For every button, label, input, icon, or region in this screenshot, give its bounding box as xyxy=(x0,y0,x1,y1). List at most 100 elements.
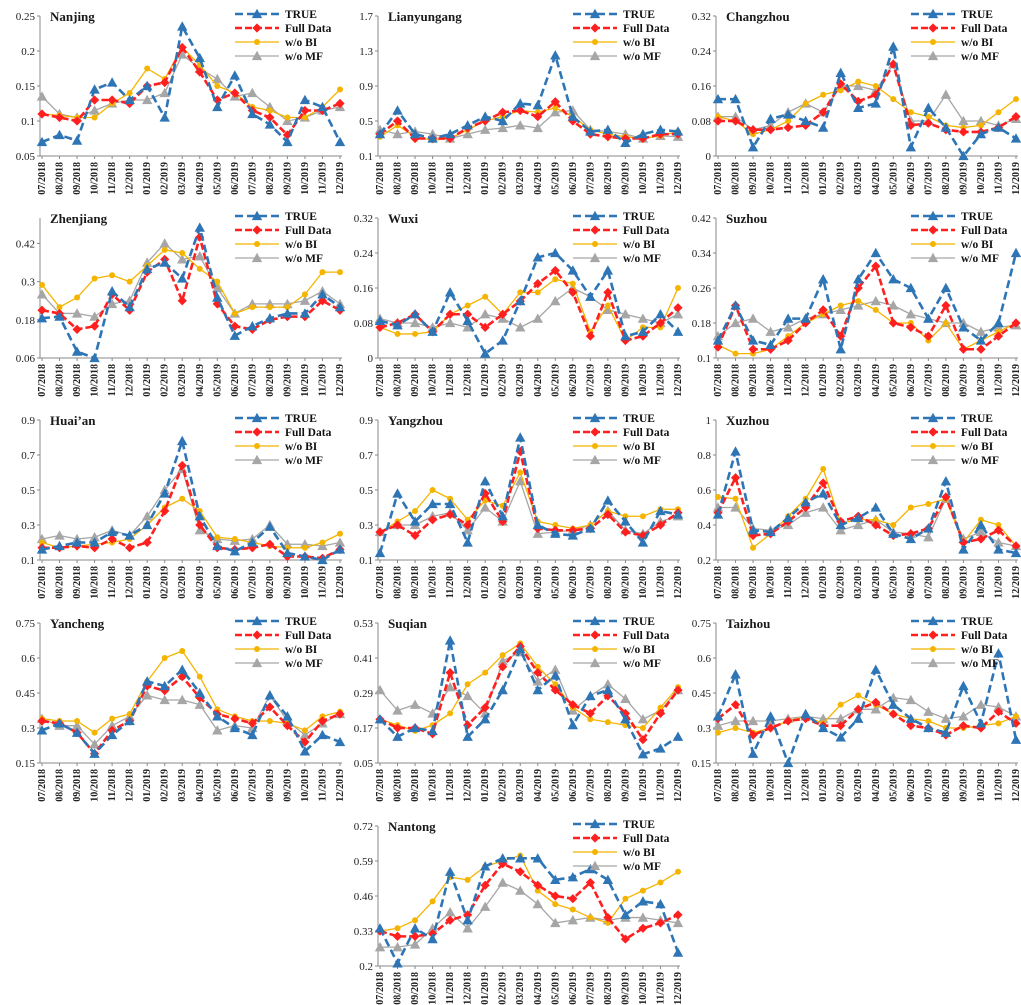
legend-label: w/o BI xyxy=(961,239,994,251)
data-point xyxy=(374,923,386,933)
data-point xyxy=(533,880,543,890)
legend-label: Full Data xyxy=(285,225,332,237)
data-point xyxy=(91,275,98,282)
x-tick-label: 11/2019 xyxy=(993,769,1004,801)
data-point xyxy=(747,313,759,323)
x-tick-label: 11/2018 xyxy=(783,364,794,396)
x-tick-label: 08/2018 xyxy=(55,364,66,397)
data-point xyxy=(835,519,846,530)
x-tick-label: 10/2019 xyxy=(300,162,311,195)
x-tick-label: 11/2019 xyxy=(655,162,666,194)
x-tick-label: 12/2018 xyxy=(463,972,474,1005)
data-point xyxy=(603,287,613,297)
legend-marker xyxy=(252,630,262,640)
x-tick-label: 03/2019 xyxy=(515,769,526,802)
data-point xyxy=(905,309,917,319)
data-point xyxy=(835,304,846,315)
series-line-womf xyxy=(717,300,1017,337)
data-point xyxy=(853,80,864,91)
x-tick-label: 05/2019 xyxy=(212,162,223,195)
y-tick-label: 0.32 xyxy=(692,11,711,23)
data-point xyxy=(603,132,613,142)
data-point xyxy=(71,346,83,356)
data-point xyxy=(194,511,205,521)
data-point xyxy=(462,690,473,701)
data-point xyxy=(820,91,827,98)
data-point xyxy=(177,273,188,283)
data-point xyxy=(177,435,188,446)
x-tick-label: 11/2018 xyxy=(783,162,794,194)
data-point xyxy=(620,309,631,319)
legend-label: Full Data xyxy=(623,427,670,439)
data-point xyxy=(444,866,456,876)
data-point xyxy=(730,669,741,679)
data-point xyxy=(125,543,135,553)
data-point xyxy=(800,708,811,719)
data-point xyxy=(212,711,223,721)
x-tick-label: 10/2019 xyxy=(638,769,649,802)
data-point xyxy=(765,711,776,721)
data-point xyxy=(977,122,984,129)
legend-marker xyxy=(590,427,600,437)
data-point xyxy=(179,648,186,654)
data-point xyxy=(713,116,723,126)
data-point xyxy=(299,746,311,756)
x-tick-label: 10/2019 xyxy=(638,566,649,599)
data-point xyxy=(550,107,561,117)
data-point xyxy=(655,918,666,928)
data-point xyxy=(620,714,631,724)
x-tick-label: 03/2019 xyxy=(853,364,864,397)
data-point xyxy=(958,344,969,354)
x-tick-label: 09/2018 xyxy=(748,769,759,802)
data-point xyxy=(532,252,543,262)
x-tick-label: 06/2019 xyxy=(230,162,241,195)
data-point xyxy=(800,507,811,517)
x-tick-label: 07/2019 xyxy=(585,769,596,802)
data-point xyxy=(958,150,969,161)
x-tick-label: 09/2018 xyxy=(748,566,759,599)
data-point xyxy=(836,721,846,731)
legend-marker xyxy=(592,646,598,652)
data-point xyxy=(247,87,258,98)
y-tick-label: 0.1 xyxy=(21,555,35,567)
x-tick-label: 02/2019 xyxy=(836,162,847,195)
x-tick-label: 10/2019 xyxy=(976,364,987,397)
x-tick-label: 10/2019 xyxy=(638,162,649,195)
data-point xyxy=(730,446,741,456)
data-point xyxy=(515,105,525,116)
data-point xyxy=(282,130,293,140)
data-point xyxy=(855,692,862,699)
x-tick-label: 02/2019 xyxy=(160,162,171,195)
x-tick-label: 08/2018 xyxy=(393,162,404,195)
data-point xyxy=(412,917,419,924)
data-point xyxy=(447,495,454,502)
x-tick-label: 03/2019 xyxy=(177,566,188,599)
panel-huaian: 0.1 0.3 0.5 0.7 0.9 07/2018 08/2018 09/2018 10/2… xyxy=(21,412,346,599)
data-point xyxy=(480,322,490,332)
data-point xyxy=(447,710,454,717)
x-tick-label: 10/2019 xyxy=(300,566,311,599)
data-point xyxy=(160,686,170,696)
panel-changzhou: 0 0.08 0.16 0.24 0.32 07/2018 08/2018 09/2018 10… xyxy=(692,8,1021,195)
data-point xyxy=(214,278,221,285)
data-point xyxy=(196,265,203,272)
data-point xyxy=(517,469,524,476)
x-tick-label: 03/2019 xyxy=(515,972,526,1005)
data-point xyxy=(532,122,543,133)
data-point xyxy=(141,519,153,530)
x-tick-label: 09/2018 xyxy=(748,364,759,397)
data-point xyxy=(284,114,291,121)
x-tick-label: 07/2019 xyxy=(585,162,596,195)
x-tick-label: 12/2019 xyxy=(335,162,346,195)
y-tick-label: 0.6 xyxy=(697,653,711,665)
data-point xyxy=(975,718,987,728)
data-point xyxy=(552,901,559,908)
data-point xyxy=(532,684,543,695)
x-tick-label: 01/2019 xyxy=(480,566,491,599)
data-point xyxy=(552,681,559,688)
legend-marker xyxy=(251,615,263,626)
data-point xyxy=(444,681,456,692)
data-point xyxy=(515,120,526,130)
data-point xyxy=(266,107,273,114)
data-point xyxy=(602,265,614,275)
